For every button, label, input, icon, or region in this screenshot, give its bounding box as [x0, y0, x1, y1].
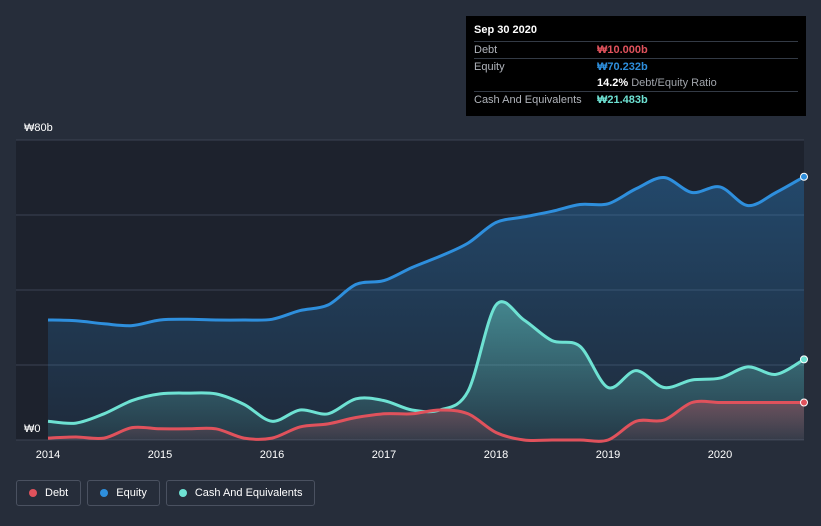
tooltip-equity-value: ₩70.232b — [597, 61, 648, 73]
tooltip-debt-label: Debt — [474, 44, 498, 56]
x-tick-label: 2016 — [260, 449, 284, 461]
tooltip-debt-value: ₩10.000b — [597, 44, 648, 56]
legend-item-cash[interactable]: Cash And Equivalents — [165, 480, 316, 506]
x-tick-label: 2019 — [596, 449, 620, 461]
tooltip-equity-row: Equity ₩70.232b — [474, 58, 798, 75]
tooltip-ratio-value: 14.2% — [597, 77, 629, 89]
series-areas — [48, 176, 804, 442]
tooltip-debt-row: Debt ₩10.000b — [474, 41, 798, 58]
x-tick-label: 2015 — [148, 449, 172, 461]
equity-line — [47, 175, 805, 328]
x-tick-label: 2020 — [708, 449, 732, 461]
tooltip-cash-value: ₩21.483b — [597, 94, 648, 106]
equity-end-point — [800, 172, 808, 181]
legend-equity-label: Equity — [116, 487, 147, 499]
cash-area — [48, 301, 804, 440]
legend-cash-label: Cash And Equivalents — [194, 487, 303, 499]
tooltip-ratio-row: 14.2% Debt/Equity Ratio — [474, 75, 798, 91]
equity-dot-icon — [100, 489, 109, 497]
debt-line — [47, 399, 804, 443]
chart-legend: Debt Equity Cash And Equivalents — [16, 480, 316, 506]
x-tick-label: 2014 — [36, 449, 60, 461]
series-end-markers — [800, 172, 808, 407]
legend-item-equity[interactable]: Equity — [87, 480, 160, 506]
tooltip-date: Sep 30 2020 — [474, 24, 537, 36]
x-tick-label: 2017 — [372, 449, 396, 461]
cash-end-point — [800, 355, 808, 364]
debt-area — [48, 401, 804, 442]
tooltip-cash-row: Cash And Equivalents ₩21.483b — [474, 91, 798, 108]
y-axis-labels: ₩80b ₩0 — [24, 122, 53, 435]
cash-dot-icon — [178, 489, 187, 497]
x-tick-label: 2018 — [484, 449, 508, 461]
x-axis-labels: 2014 2015 2016 2017 2018 2019 2020 — [36, 449, 732, 461]
y-tick-label: ₩80b — [24, 122, 53, 134]
tooltip-cash-label: Cash And Equivalents — [474, 94, 582, 106]
debt-end-point — [800, 398, 808, 407]
equity-area — [48, 176, 804, 441]
y-tick-label: ₩0 — [24, 423, 41, 435]
data-tooltip: Sep 30 2020 Debt ₩10.000b Equity ₩70.232… — [466, 16, 806, 116]
debt-dot-icon — [29, 489, 37, 497]
tooltip-equity-label: Equity — [474, 61, 505, 73]
legend-item-debt[interactable]: Debt — [16, 480, 82, 506]
series-lines — [47, 175, 805, 443]
tooltip-ratio-label: Debt/Equity Ratio — [631, 77, 717, 89]
legend-debt-label: Debt — [45, 487, 69, 499]
